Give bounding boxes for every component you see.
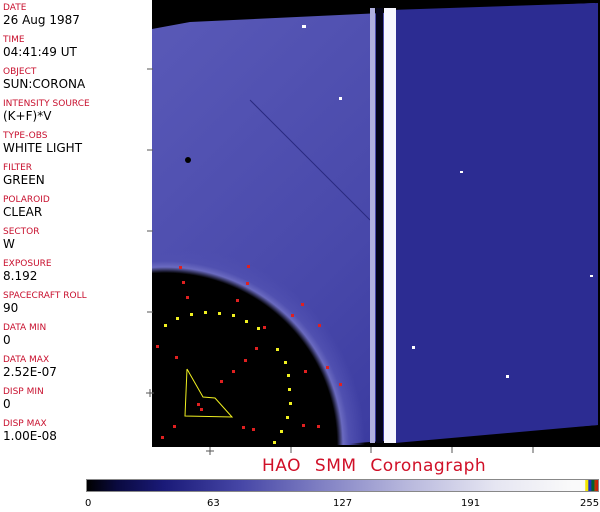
colorbar-tick-label: 63 xyxy=(207,498,220,509)
field-label: FILTER xyxy=(3,163,33,173)
field-spacecraft-roll: SPACECRAFT ROLL 90 xyxy=(3,291,87,315)
field-value: 0 xyxy=(3,333,11,347)
field-disp-min: DISP MIN 0 xyxy=(3,387,44,411)
red-markers xyxy=(156,265,342,439)
field-value: 2.52E-07 xyxy=(3,365,57,379)
header-info-panel: DATE 26 Aug 1987 TIME 04:41:49 UT OBJECT SU… xyxy=(0,0,150,447)
field-label: EXPOSURE xyxy=(3,259,52,269)
pylon-bright xyxy=(384,8,396,443)
field-label: POLAROID xyxy=(3,195,50,205)
field-value: 1.00E-08 xyxy=(3,429,57,443)
field-value: (K+F)*V xyxy=(3,109,52,123)
field-label: TIME xyxy=(3,35,25,45)
field-value: 90 xyxy=(3,301,19,315)
field-type-obs: TYPE-OBS WHITE LIGHT xyxy=(3,131,82,155)
field-label: OBJECT xyxy=(3,67,37,77)
field-date: DATE 26 Aug 1987 xyxy=(3,3,80,27)
field-value: CLEAR xyxy=(3,205,43,219)
colorbar-tick-label: 255 xyxy=(580,498,600,509)
field-data-min: DATA MIN 0 xyxy=(3,323,46,347)
field-label: DISP MIN xyxy=(3,387,44,397)
field-label: DATE xyxy=(3,3,27,13)
field-label: DATA MAX xyxy=(3,355,50,365)
field-value: 0 xyxy=(3,397,11,411)
coronagraph-image xyxy=(146,0,600,455)
instrument-title: HAO SMM Coronagraph xyxy=(262,456,487,476)
corona-west-field xyxy=(390,3,598,443)
yellow-markers xyxy=(164,311,292,444)
field-value: W xyxy=(3,237,15,251)
field-label: SECTOR xyxy=(3,227,40,237)
field-object: OBJECT SUN:CORONA xyxy=(3,67,85,91)
field-disp-max: DISP MAX 1.00E-08 xyxy=(3,419,57,443)
field-time: TIME 04:41:49 UT xyxy=(3,35,77,59)
field-value: 8.192 xyxy=(3,269,38,283)
colorbar-tick-label: 0 xyxy=(85,498,92,509)
field-filter: FILTER GREEN xyxy=(3,163,45,187)
colorbar-tick-label: 191 xyxy=(461,498,481,509)
pylon-edge xyxy=(370,8,375,443)
field-label: DATA MIN xyxy=(3,323,47,333)
field-value: GREEN xyxy=(3,173,45,187)
colorbar-tick-label: 127 xyxy=(333,498,353,509)
dark-spot xyxy=(185,157,191,163)
field-polaroid: POLAROID CLEAR xyxy=(3,195,50,219)
field-data-max: DATA MAX 2.52E-07 xyxy=(3,355,57,379)
field-exposure: EXPOSURE 8.192 xyxy=(3,259,52,283)
streamer-line xyxy=(249,99,371,221)
field-label: SPACECRAFT ROLL xyxy=(3,291,87,301)
field-label: TYPE-OBS xyxy=(3,131,48,141)
field-value: SUN:CORONA xyxy=(3,77,86,91)
measurement-polygon xyxy=(184,368,234,418)
field-label: DISP MAX xyxy=(3,419,47,429)
axis-ticks xyxy=(146,68,534,455)
stars xyxy=(302,25,593,378)
colorbar xyxy=(86,479,599,492)
field-label: INTENSITY SOURCE xyxy=(3,99,90,109)
field-value: 26 Aug 1987 xyxy=(3,13,80,27)
pylon-shadow xyxy=(376,8,383,443)
field-intensity-source: INTENSITY SOURCE (K+F)*V xyxy=(3,99,90,123)
field-value: WHITE LIGHT xyxy=(3,141,83,155)
field-value: 04:41:49 UT xyxy=(3,45,77,59)
field-sector: SECTOR W xyxy=(3,227,40,251)
